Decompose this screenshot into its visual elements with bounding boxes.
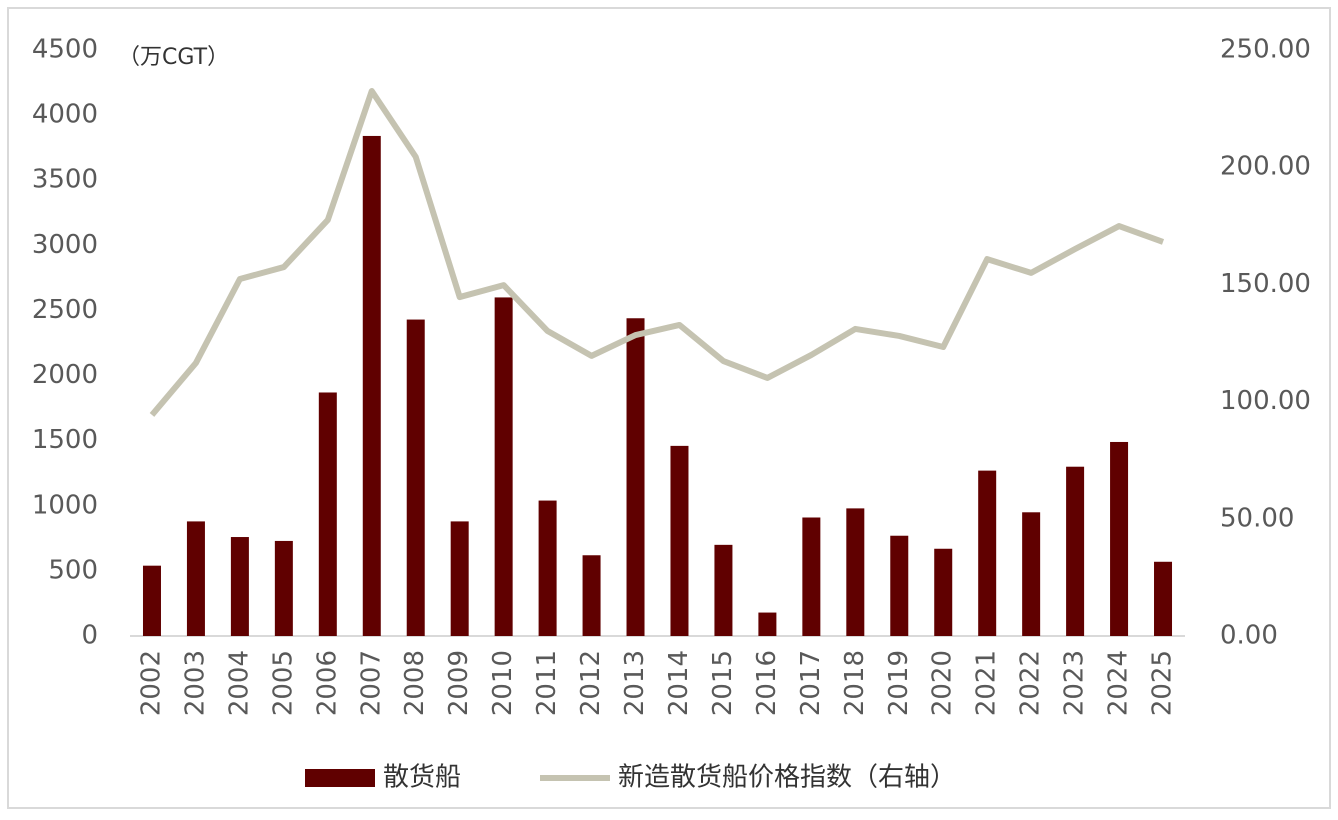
y-tick-label: 3000 [32,230,98,260]
x-tick-label: 2022 [1016,650,1046,716]
x-tick-label: 2008 [400,650,430,716]
bar [406,319,425,636]
bar [890,535,909,636]
bar [362,135,381,637]
bar [846,508,865,636]
x-tick-label: 2017 [796,650,826,716]
bar [1022,512,1041,636]
bar [450,521,469,636]
x-tick-label: 2004 [224,650,254,716]
bar [670,445,689,636]
bar [230,537,249,636]
y-tick-label: 1500 [32,425,98,455]
y2-tick-label: 150.00 [1220,269,1311,299]
x-tick-label: 2019 [884,650,914,716]
x-tick-label: 2009 [444,650,474,716]
legend-label: 新造散货船价格指数（右轴） [618,763,956,793]
bar [978,470,997,636]
y2-tick-label: 50.00 [1220,503,1294,533]
x-tick-label: 2020 [928,650,958,716]
x-tick-label: 2010 [488,650,518,716]
y2-tick-label: 250.00 [1220,35,1311,65]
y-tick-label: 2000 [32,360,98,390]
bar [142,565,161,636]
x-tick-label: 2025 [1148,650,1178,716]
x-tick-label: 2018 [840,650,870,716]
bar [802,517,821,636]
bar [1110,441,1129,636]
chart-frame [7,7,1331,809]
x-tick-label: 2006 [312,650,342,716]
x-tick-label: 2005 [268,650,298,716]
y2-tick-label: 100.00 [1220,386,1311,416]
x-tick-label: 2013 [620,650,650,716]
bar [494,297,513,636]
y-tick-label: 500 [48,555,98,585]
x-tick-label: 2021 [972,650,1002,716]
x-tick-label: 2003 [180,650,210,716]
bar [274,540,293,636]
bar [318,392,337,636]
x-tick-label: 2015 [708,650,738,716]
bar [582,555,601,636]
legend-label: 散货船 [383,763,461,793]
bar [758,612,777,636]
y-tick-label: 0 [81,621,98,651]
y-tick-label: 4000 [32,100,98,130]
unit-label: （万CGT） [118,45,229,70]
x-tick-label: 2002 [136,650,166,716]
x-tick-label: 2016 [752,650,782,716]
bar [1066,466,1085,636]
bar [186,521,205,636]
legend-swatch [305,769,375,787]
x-tick-label: 2011 [532,650,562,716]
line [149,88,1165,417]
y-tick-label: 3500 [32,165,98,195]
bar [714,544,733,636]
x-tick-label: 2007 [356,650,386,716]
bar [626,318,645,636]
x-tick-label: 2014 [664,650,694,716]
x-tick-label: 2012 [576,650,606,716]
bar [1154,561,1173,636]
bar [538,500,557,636]
bar [934,548,953,636]
x-tick-label: 2024 [1104,650,1134,716]
y-tick-label: 1000 [32,490,98,520]
y2-tick-label: 200.00 [1220,152,1311,182]
y-tick-label: 2500 [32,295,98,325]
y2-tick-label: 0.00 [1220,621,1278,651]
x-tick-label: 2023 [1060,650,1090,716]
y-tick-label: 4500 [32,35,98,65]
